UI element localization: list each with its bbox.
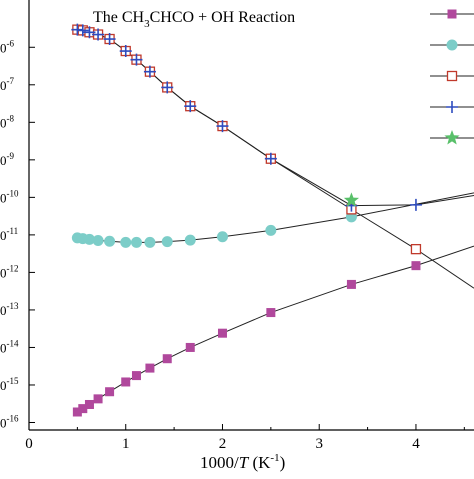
- series-0-point: [145, 363, 155, 373]
- y-tick-label: 0-6: [0, 38, 14, 55]
- series-0-point: [131, 371, 141, 381]
- series-0-point: [72, 407, 82, 417]
- series-1-point: [265, 224, 277, 236]
- series-3-point: [143, 65, 156, 78]
- series-1-point: [83, 233, 95, 245]
- series-1-point: [216, 231, 228, 243]
- legend-marker-1: [446, 39, 458, 51]
- legend-marker-3: [446, 101, 458, 113]
- series-2-point: [410, 243, 422, 255]
- y-tick-label: 0-8: [0, 113, 14, 130]
- x-tick-label: 0: [25, 436, 33, 452]
- y-tick-label: 0-9: [0, 151, 14, 168]
- series-1-point: [184, 234, 196, 246]
- series-0-point: [84, 399, 94, 409]
- x-tick-label: 1: [122, 436, 130, 452]
- series-3-point: [264, 152, 277, 165]
- x-tick-label: 4: [412, 436, 420, 452]
- series-0-point: [78, 404, 88, 414]
- series-0-point: [346, 279, 356, 289]
- series-0-point: [185, 342, 195, 352]
- series-0-point: [162, 354, 172, 364]
- series-3-point: [216, 120, 229, 133]
- y-tick-label: 0-16: [0, 413, 19, 430]
- y-tick-label: 0-7: [0, 76, 14, 93]
- legend-marker-2: [446, 70, 458, 82]
- y-tick-label: 0-15: [0, 376, 19, 393]
- series-3-point: [92, 28, 105, 41]
- y-tick-label: 0-14: [0, 338, 19, 355]
- series-0-point: [105, 387, 115, 397]
- series-0-point: [217, 328, 227, 338]
- legend-marker-0: [447, 9, 457, 19]
- series-0-point: [93, 394, 103, 404]
- series-0-line: [77, 245, 474, 413]
- series-3-point: [184, 100, 197, 113]
- x-tick-label: 2: [219, 436, 227, 452]
- series-3-point: [83, 26, 96, 39]
- series-1-point: [161, 236, 173, 248]
- series-1-point: [130, 236, 142, 248]
- y-tick-label: 0-10: [0, 188, 19, 205]
- series-4-point: [343, 192, 360, 207]
- x-tick-label: 3: [315, 436, 323, 452]
- series-0-point: [266, 308, 276, 318]
- series-0-point: [121, 377, 131, 387]
- series-0-point: [411, 261, 421, 271]
- series-3-point: [409, 198, 422, 211]
- y-tick-label: 0-11: [0, 226, 18, 243]
- series-1-point: [120, 236, 132, 248]
- series-3-point: [161, 81, 174, 94]
- legend-marker-4: [444, 130, 460, 145]
- y-tick-label: 0-13: [0, 301, 19, 318]
- series-3-point: [130, 53, 143, 66]
- chart-title: The CH3CHCO + OH Reaction: [93, 9, 295, 30]
- y-tick-label: 0-12: [0, 263, 19, 280]
- series-3-point: [76, 24, 89, 37]
- series-3-point: [103, 33, 116, 46]
- series-1-point: [92, 235, 104, 247]
- series-1-point: [144, 236, 156, 248]
- series-1-point: [104, 235, 116, 247]
- series-1-line: [77, 192, 474, 243]
- series-3-point: [119, 45, 132, 58]
- x-axis-label: 1000/T (K-1): [200, 452, 285, 472]
